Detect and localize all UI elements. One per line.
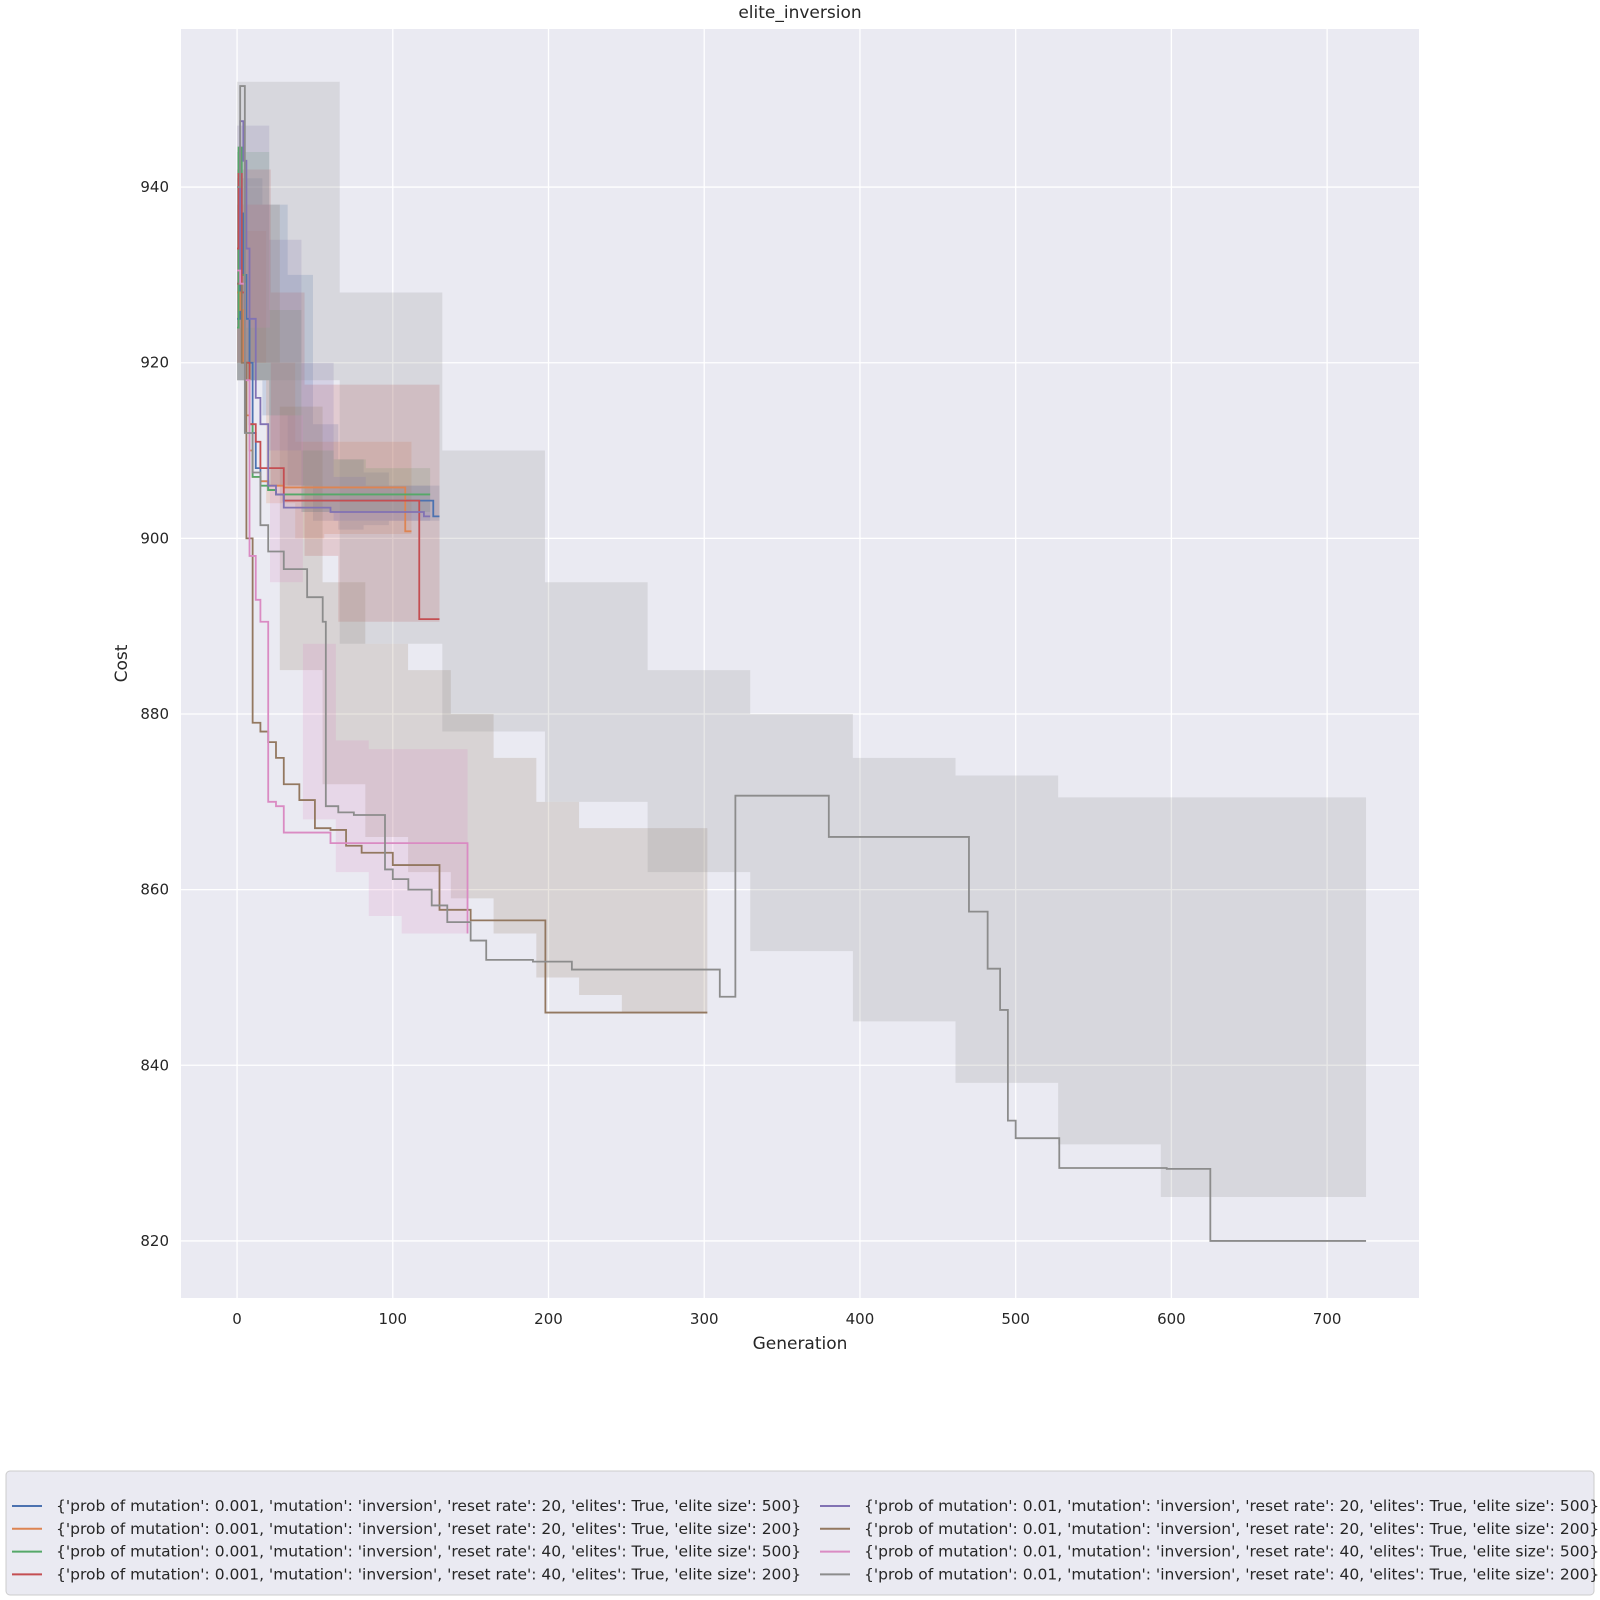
x-tick-label: 500 [1001, 1310, 1030, 1328]
legend-label-1: {'prob of mutation': 0.001, 'mutation': … [56, 1497, 801, 1515]
y-tick-label: 860 [140, 881, 169, 899]
legend-label-2: {'prob of mutation': 0.001, 'mutation': … [56, 1520, 801, 1538]
y-tick-label: 900 [140, 529, 169, 547]
series-lines [237, 85, 1367, 1242]
x-tick-label: 100 [378, 1310, 407, 1328]
x-tick-label: 400 [846, 1310, 875, 1328]
confidence-band-5 [237, 125, 431, 521]
legend: {'prob of mutation': 0.001, 'mutation': … [5, 1470, 1599, 1596]
series-line-8 [237, 85, 1367, 1242]
legend-label-3: {'prob of mutation': 0.001, 'mutation': … [56, 1543, 801, 1561]
legend-label-7: {'prob of mutation': 0.01, 'mutation': '… [864, 1543, 1599, 1561]
x-axis-ticks: 0 100 200 300 400 500 600 700 [232, 1310, 1341, 1328]
chart-title: elite_inversion [738, 3, 861, 23]
confidence-band-4 [237, 169, 440, 622]
confidence-band-2 [237, 230, 412, 539]
series-line-6 [237, 282, 708, 1014]
plot-area [181, 29, 1419, 1298]
y-tick-label: 920 [140, 354, 169, 372]
series-line-4 [237, 173, 440, 621]
y-axis-title: Cost [112, 644, 132, 682]
confidence-band-6 [237, 204, 708, 1013]
legend-label-5: {'prob of mutation': 0.01, 'mutation': '… [864, 1497, 1599, 1515]
x-tick-label: 200 [534, 1310, 563, 1328]
x-tick-label: 600 [1157, 1310, 1186, 1328]
y-tick-label: 840 [140, 1056, 169, 1074]
legend-label-4: {'prob of mutation': 0.001, 'mutation': … [56, 1565, 801, 1583]
legend-label-6: {'prob of mutation': 0.01, 'mutation': '… [864, 1520, 1599, 1538]
legend-label-8: {'prob of mutation': 0.01, 'mutation': '… [864, 1565, 1599, 1583]
x-axis-title: Generation [753, 1334, 848, 1354]
legend-box [5, 1470, 1595, 1596]
x-tick-label: 700 [1313, 1310, 1342, 1328]
x-tick-label: 300 [690, 1310, 719, 1328]
confidence-band-3 [237, 151, 431, 513]
y-axis-ticks: 820 840 860 880 900 920 940 [140, 178, 169, 1250]
confidence-bands [237, 81, 1367, 1198]
confidence-band-7 [237, 204, 468, 934]
grid-lines [181, 29, 1419, 1298]
confidence-band-1 [237, 178, 440, 530]
series-line-5 [237, 120, 431, 518]
confidence-band-8 [237, 81, 1367, 1198]
y-tick-label: 820 [140, 1232, 169, 1250]
x-tick-label: 0 [232, 1310, 242, 1328]
y-tick-label: 940 [140, 178, 169, 196]
y-tick-label: 880 [140, 705, 169, 723]
